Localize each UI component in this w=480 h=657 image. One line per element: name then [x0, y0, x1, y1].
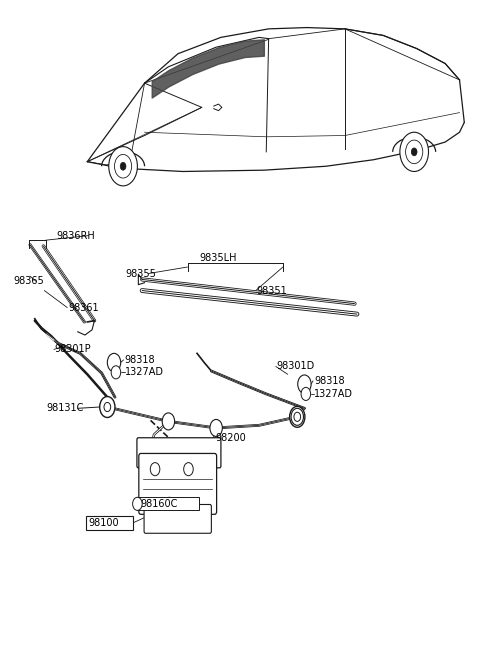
- Text: 98200: 98200: [215, 434, 246, 443]
- Circle shape: [291, 408, 303, 425]
- Circle shape: [162, 413, 175, 430]
- Circle shape: [132, 497, 142, 510]
- Circle shape: [184, 463, 193, 476]
- Text: 98160C: 98160C: [141, 499, 178, 509]
- Circle shape: [165, 497, 174, 510]
- Text: 9836RH: 9836RH: [56, 231, 95, 240]
- Text: 9835LH: 9835LH: [199, 253, 237, 263]
- Text: 98365: 98365: [13, 277, 44, 286]
- FancyBboxPatch shape: [144, 505, 211, 533]
- Bar: [137, 497, 199, 510]
- Circle shape: [210, 419, 222, 436]
- Circle shape: [294, 412, 300, 421]
- FancyBboxPatch shape: [139, 453, 216, 514]
- Text: 98361: 98361: [68, 303, 99, 313]
- Circle shape: [120, 162, 126, 170]
- Circle shape: [406, 140, 423, 164]
- Circle shape: [400, 132, 429, 171]
- Circle shape: [298, 375, 311, 394]
- Text: 98351: 98351: [257, 286, 288, 296]
- Circle shape: [150, 463, 160, 476]
- Circle shape: [115, 154, 132, 178]
- Circle shape: [111, 366, 120, 379]
- Text: 98318: 98318: [314, 376, 345, 386]
- Bar: [86, 516, 133, 530]
- FancyBboxPatch shape: [137, 438, 221, 468]
- Circle shape: [100, 397, 115, 417]
- Text: 98301D: 98301D: [277, 361, 315, 371]
- Text: 98100: 98100: [89, 518, 120, 528]
- Circle shape: [301, 388, 311, 401]
- Text: 1327AD: 1327AD: [124, 367, 164, 377]
- Text: 98131C: 98131C: [47, 403, 84, 413]
- Circle shape: [108, 353, 120, 372]
- Circle shape: [411, 148, 417, 156]
- Text: 98318: 98318: [124, 355, 155, 365]
- Text: 98301P: 98301P: [55, 344, 92, 354]
- Circle shape: [109, 147, 137, 186]
- Text: 98355: 98355: [125, 269, 156, 279]
- Circle shape: [289, 406, 305, 427]
- Text: 1327AD: 1327AD: [314, 389, 353, 399]
- Circle shape: [104, 403, 111, 411]
